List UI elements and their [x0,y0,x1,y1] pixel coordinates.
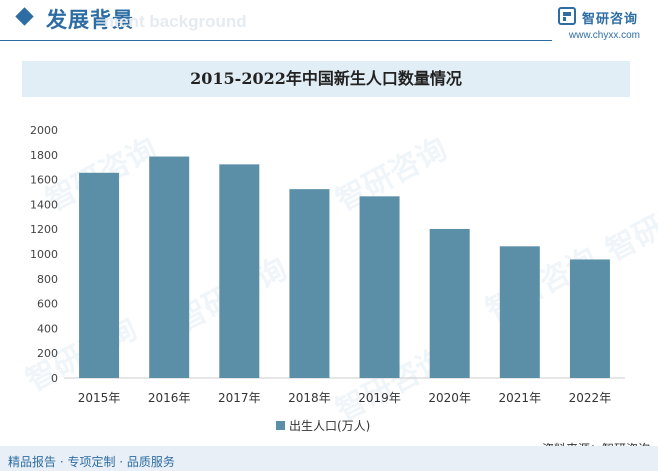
brand: 智研咨询 www.chyxx.com [558,6,654,42]
x-tick-label: 2021年 [499,391,542,405]
x-tick-label: 2016年 [148,391,191,405]
y-tick-label: 2000 [30,124,58,137]
brand-name: 智研咨询 [582,12,639,27]
y-tick-label: 1400 [30,198,58,211]
y-tick-label: 0 [51,372,58,385]
header-divider [0,40,552,41]
y-tick-label: 400 [37,322,58,335]
chart-title: 2015-2022年中国新生人口数量情况 [190,69,462,88]
y-tick-label: 200 [37,347,58,360]
bar [569,259,610,378]
footer-slogan: 精品报告 · 专项定制 · 品质服务 [8,455,175,469]
brand-url: www.chyxx.com [568,30,640,41]
bar [79,172,120,378]
legend-label: 出生人口(万人) [289,419,371,433]
y-tick-label: 1600 [30,174,58,187]
diamond-bullet-icon [15,7,34,26]
bar [499,246,540,378]
legend-swatch [276,421,285,430]
section-title: 发展背景 [46,7,134,32]
x-tick-label: 2019年 [358,391,401,405]
zhiyan-logo-icon [558,7,576,25]
y-tick-label: 1800 [30,149,58,162]
bar [429,228,470,378]
bar [289,189,330,378]
bar [359,196,400,378]
footer-bar: 精品报告 · 专项定制 · 品质服务 [0,446,658,471]
ghost-background-text: ment background [104,12,247,31]
y-tick-label: 600 [37,298,58,311]
bar-chart: 0 200 400 600 800 1000 1200 1400 1600 1800 2000 201… [30,124,625,405]
y-tick-label: 1000 [30,248,58,261]
y-tick-label: 1200 [30,223,58,236]
x-tick-label: 2018年 [288,391,331,405]
header: 发展背景 ment background 智研咨询 www.chyxx.com [0,0,658,46]
x-tick-label: 2015年 [78,391,121,405]
chart-title-band: 2015-2022年中国新生人口数量情况 [22,61,630,97]
x-tick-label: 2017年 [218,391,261,405]
y-tick-label: 800 [37,273,58,286]
x-tick-label: 2022年 [569,391,612,405]
x-tick-label: 2020年 [428,391,471,405]
bar [149,156,190,378]
bar [219,164,260,378]
